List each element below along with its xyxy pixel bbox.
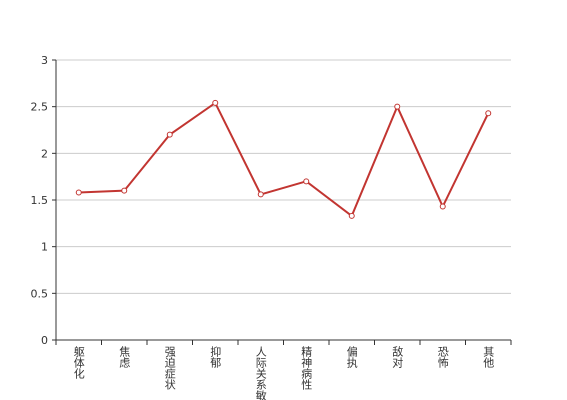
- x-tick-label: 精神病性: [300, 346, 313, 391]
- x-tick-label: 恐怖: [436, 346, 449, 368]
- point: [439, 203, 446, 210]
- point: [75, 189, 82, 196]
- x-tick-label: 其他: [482, 346, 495, 368]
- y-tick-label: 0: [41, 334, 48, 347]
- x-tick-label: 焦虑: [118, 346, 131, 368]
- y-tick-label: 2: [41, 147, 48, 160]
- point: [166, 131, 173, 138]
- x-tick-label: 敌对: [391, 345, 404, 368]
- point: [485, 110, 492, 117]
- y-tick-label: 1.5: [31, 194, 49, 207]
- x-tick-label: 强迫症状: [163, 346, 176, 390]
- point: [212, 99, 219, 106]
- point: [257, 191, 264, 198]
- y-tick-label: 3: [41, 54, 48, 67]
- point: [303, 178, 310, 185]
- y-tick-label: 0.5: [31, 287, 49, 300]
- x-tick-label: 偏执: [345, 345, 358, 369]
- x-tick-label: 抑郁: [209, 345, 222, 368]
- point: [348, 212, 355, 219]
- x-tick-label: 人际关系敏感: [254, 346, 267, 400]
- y-tick-label: 2.5: [31, 101, 49, 114]
- point: [394, 103, 401, 110]
- point: [121, 187, 128, 194]
- y-tick-label: 1: [41, 241, 48, 254]
- x-tick-label: 躯体化: [72, 346, 85, 380]
- line: [78, 101, 490, 218]
